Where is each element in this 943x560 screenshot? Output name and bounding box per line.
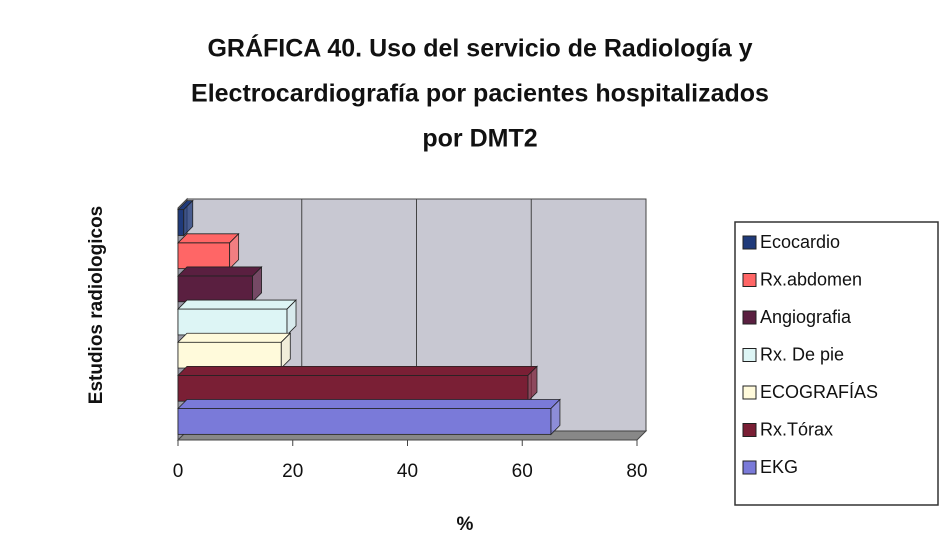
legend-swatch	[742, 310, 757, 325]
legend-label: Ecocardio	[760, 232, 840, 252]
bar-end	[550, 398, 561, 436]
x-axis-label: %	[457, 514, 474, 535]
legend-swatch	[742, 273, 757, 287]
x-tick-label: 80	[626, 461, 647, 482]
chart-title: GRÁFICA 40. Uso del servicio de Radiolog…	[207, 34, 752, 63]
legend-swatch	[742, 348, 757, 362]
legend-label: Rx. De pie	[760, 344, 844, 364]
bar-top	[177, 399, 561, 409]
bar-top	[177, 266, 263, 277]
bar	[177, 341, 282, 369]
bar-top	[177, 365, 538, 376]
bar	[177, 209, 185, 236]
legend-label: Angiografia	[760, 307, 852, 327]
bar	[177, 374, 529, 402]
bar	[177, 408, 552, 435]
legend-box	[734, 221, 939, 506]
legend-label: ECOGRAFÍAS	[760, 382, 878, 402]
x-tick-label: 60	[512, 461, 533, 482]
bar-top	[177, 299, 297, 310]
bar	[177, 242, 231, 270]
legend-swatch	[742, 235, 757, 250]
bar-top	[177, 233, 240, 244]
bar-end	[527, 365, 538, 403]
x-tick-label: 0	[173, 461, 184, 482]
bar-top	[177, 332, 292, 343]
chart-title: Electrocardiografía por pacientes hospit…	[191, 80, 769, 108]
legend-label: Rx.Tórax	[760, 419, 833, 439]
legend-label: EKG	[760, 457, 798, 477]
legend-label: Rx.abdomen	[760, 269, 862, 289]
bar	[177, 308, 288, 336]
bar-end	[183, 199, 194, 237]
y-axis-label: Estudios radiologicos	[86, 206, 107, 404]
x-tick-label: 40	[397, 461, 418, 482]
legend-swatch	[742, 385, 757, 400]
bar-end	[286, 299, 297, 336]
chart-title: por DMT2	[422, 125, 537, 153]
bar-end	[280, 332, 291, 370]
bar-end	[229, 232, 240, 270]
legend-swatch	[742, 423, 757, 437]
legend-swatch	[742, 460, 757, 475]
bar-end	[252, 265, 262, 303]
x-tick-label: 20	[282, 461, 303, 482]
bar	[177, 275, 253, 303]
